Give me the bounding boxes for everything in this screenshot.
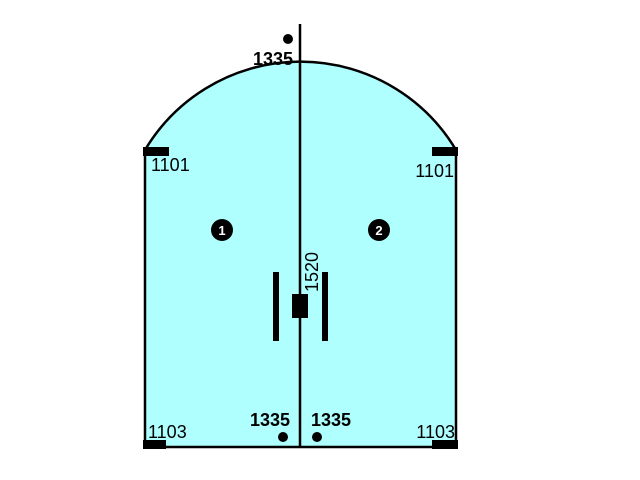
hole-bottom-right	[312, 432, 322, 442]
panel-2-number: 2	[375, 223, 382, 238]
label-lock: 1520	[302, 252, 322, 292]
panel-2-marker: 2	[368, 219, 390, 241]
panel-1-number: 1	[218, 223, 225, 238]
label-hole-top: 1335	[253, 49, 293, 69]
hole-bottom-left	[278, 432, 288, 442]
lock-block	[292, 294, 308, 318]
hinge-top-left	[143, 147, 169, 156]
label-hole-bottom-left: 1335	[250, 410, 290, 430]
handle-right	[322, 272, 328, 341]
label-hinge-bottom-left: 1103	[148, 422, 187, 442]
panel-2-circle	[368, 219, 390, 241]
label-hinge-bottom-right: 1103	[416, 422, 455, 442]
panel-1-circle	[211, 219, 233, 241]
hinge-bottom-right	[432, 440, 458, 449]
hinge-top-right	[432, 147, 458, 156]
label-hole-bottom-right: 1335	[311, 410, 351, 430]
hinge-bottom-left	[143, 440, 166, 449]
panel-1-marker: 1	[211, 219, 233, 241]
hole-top	[283, 34, 293, 44]
label-hinge-top-left: 1101	[151, 155, 190, 175]
handle-left	[273, 272, 279, 341]
label-hinge-top-right: 1101	[415, 161, 454, 181]
